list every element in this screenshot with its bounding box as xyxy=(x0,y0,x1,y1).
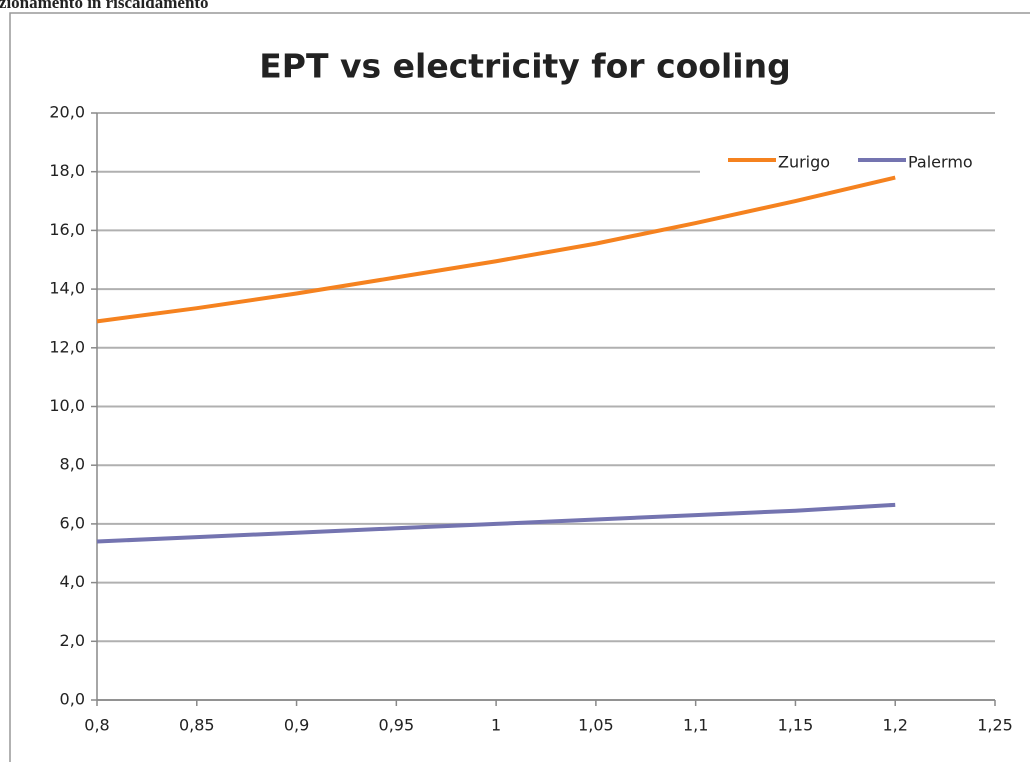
x-tick-label: 0,95 xyxy=(379,716,415,735)
legend-label: Zurigo xyxy=(778,153,830,172)
y-tick-label: 2,0 xyxy=(60,631,85,650)
legend-background xyxy=(700,160,1010,186)
x-tick-label: 0,8 xyxy=(84,716,109,735)
y-tick-label: 0,0 xyxy=(60,690,85,709)
chart-frame xyxy=(9,12,1030,762)
y-tick-label: 4,0 xyxy=(60,572,85,591)
x-tick-label: 1,25 xyxy=(977,716,1013,735)
y-tick-label: 20,0 xyxy=(49,103,85,122)
x-tick-label: 0,85 xyxy=(179,716,215,735)
x-tick-label: 1 xyxy=(491,716,501,735)
y-tick-label: 16,0 xyxy=(49,220,85,239)
y-tick-label: 10,0 xyxy=(49,396,85,415)
x-tick-label: 0,9 xyxy=(284,716,309,735)
y-tick-label: 12,0 xyxy=(49,337,85,356)
chart-title: EPT vs electricity for cooling xyxy=(259,47,790,86)
x-tick-label: 1,2 xyxy=(882,716,907,735)
x-tick-label: 1,15 xyxy=(778,716,814,735)
x-tick-label: 1,1 xyxy=(683,716,708,735)
y-tick-label: 8,0 xyxy=(60,455,85,474)
line-series xyxy=(96,175,896,324)
legend-label: Palermo xyxy=(908,153,973,172)
line-series xyxy=(96,502,896,544)
y-tick-label: 18,0 xyxy=(49,161,85,180)
x-tick-label: 1,05 xyxy=(578,716,614,735)
header-text: unzionamento in riscaldamento xyxy=(0,0,209,12)
y-tick-label: 14,0 xyxy=(49,279,85,298)
y-tick-label: 6,0 xyxy=(60,513,85,532)
